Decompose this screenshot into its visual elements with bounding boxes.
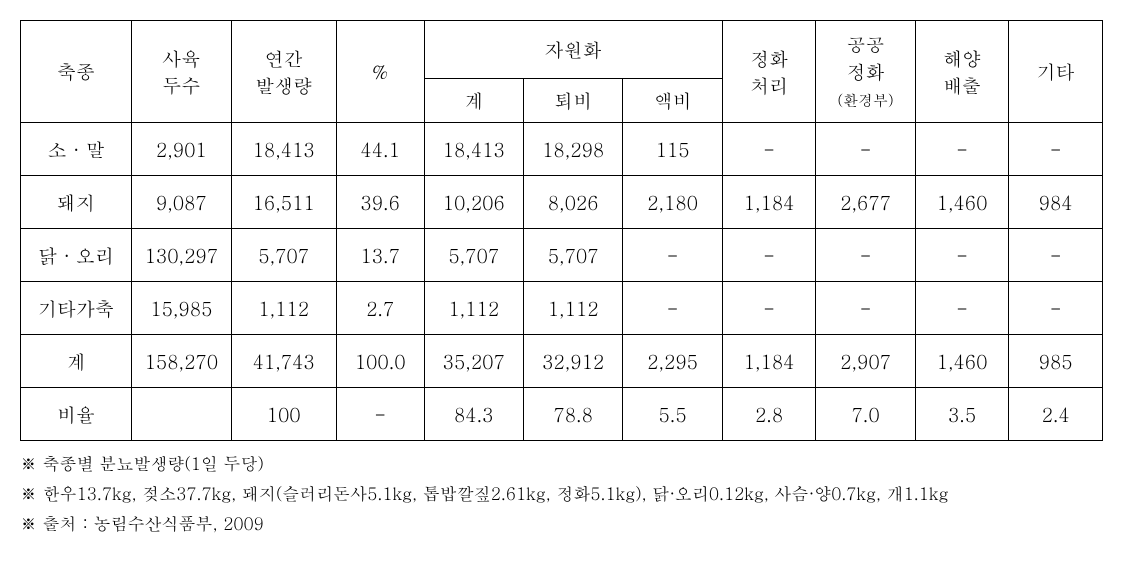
cell-public: -	[816, 282, 915, 335]
cell-r-total: 10,206	[424, 176, 523, 229]
cell-percent: 13.7	[336, 229, 424, 282]
cell-public: -	[816, 123, 915, 176]
cell-r-compost: 8,026	[523, 176, 622, 229]
cell-count: 9,087	[132, 176, 231, 229]
cell-species: 소 · 말	[21, 123, 132, 176]
cell-species: 닭 · 오리	[21, 229, 132, 282]
table-row: 계 158,270 41,743 100.0 35,207 32,912 2,2…	[21, 335, 1103, 388]
cell-r-liquid: 2,180	[623, 176, 722, 229]
cell-r-total: 35,207	[424, 335, 523, 388]
header-purify-text: 정화 처리	[750, 45, 788, 99]
cell-public: 2,677	[816, 176, 915, 229]
cell-r-liquid: 5.5	[623, 388, 722, 441]
table-header: 축종 사육 두수 연간 발생량 % 자원화 정화 처리 공공 정화 (환경부) …	[21, 21, 1103, 123]
cell-r-liquid: -	[623, 282, 722, 335]
header-etc: 기타	[1009, 21, 1103, 123]
table-row: 소 · 말 2,901 18,413 44.1 18,413 18,298 11…	[21, 123, 1103, 176]
cell-count	[132, 388, 231, 441]
cell-annual: 1,112	[231, 282, 336, 335]
header-purify: 정화 처리	[722, 21, 816, 123]
cell-ocean: 3.5	[915, 388, 1009, 441]
header-resource-group: 자원화	[424, 21, 722, 79]
table-row: 기타가축 15,985 1,112 2.7 1,112 1,112 - - - …	[21, 282, 1103, 335]
cell-r-liquid: -	[623, 229, 722, 282]
footnotes: ※ 축종별 분뇨발생량(1일 두당) ※ 한우13.7kg, 젖소37.7kg,…	[20, 451, 1103, 535]
cell-species: 계	[21, 335, 132, 388]
footnote-line-1: ※ 축종별 분뇨발생량(1일 두당)	[20, 451, 1103, 475]
header-count: 사육 두수	[132, 21, 231, 123]
cell-r-total: 84.3	[424, 388, 523, 441]
header-annual: 연간 발생량	[231, 21, 336, 123]
header-count-text: 사육 두수	[162, 45, 200, 99]
header-public: 공공 정화 (환경부)	[816, 21, 915, 123]
cell-public: 2,907	[816, 335, 915, 388]
cell-etc: 984	[1009, 176, 1103, 229]
table-row: 닭 · 오리 130,297 5,707 13.7 5,707 5,707 - …	[21, 229, 1103, 282]
header-public-note: (환경부)	[837, 90, 893, 111]
cell-species: 기타가축	[21, 282, 132, 335]
cell-annual: 16,511	[231, 176, 336, 229]
cell-percent: 39.6	[336, 176, 424, 229]
cell-r-compost: 1,112	[523, 282, 622, 335]
table-row: 비율 100 - 84.3 78.8 5.5 2.8 7.0 3.5 2.4	[21, 388, 1103, 441]
cell-ocean: 1,460	[915, 176, 1009, 229]
header-resource-liquid: 액비	[623, 79, 722, 123]
cell-count: 15,985	[132, 282, 231, 335]
cell-purify: -	[722, 282, 816, 335]
cell-etc: 2.4	[1009, 388, 1103, 441]
cell-purify: -	[722, 123, 816, 176]
cell-etc: 985	[1009, 335, 1103, 388]
cell-annual: 41,743	[231, 335, 336, 388]
cell-r-total: 1,112	[424, 282, 523, 335]
cell-percent: -	[336, 388, 424, 441]
header-ocean: 해양 배출	[915, 21, 1009, 123]
cell-purify: -	[722, 229, 816, 282]
cell-species: 비율	[21, 388, 132, 441]
cell-annual: 5,707	[231, 229, 336, 282]
header-ocean-text: 해양 배출	[943, 45, 981, 99]
cell-annual: 100	[231, 388, 336, 441]
livestock-table: 축종 사육 두수 연간 발생량 % 자원화 정화 처리 공공 정화 (환경부) …	[20, 20, 1103, 441]
cell-purify: 1,184	[722, 176, 816, 229]
cell-r-compost: 78.8	[523, 388, 622, 441]
cell-species: 돼지	[21, 176, 132, 229]
header-resource-compost: 퇴비	[523, 79, 622, 123]
cell-r-total: 18,413	[424, 123, 523, 176]
cell-r-compost: 18,298	[523, 123, 622, 176]
cell-r-compost: 32,912	[523, 335, 622, 388]
footnote-line-2: ※ 한우13.7kg, 젖소37.7kg, 돼지(슬러리돈사5.1kg, 톱밥깔…	[20, 481, 1103, 505]
cell-r-total: 5,707	[424, 229, 523, 282]
cell-etc: -	[1009, 123, 1103, 176]
cell-r-liquid: 2,295	[623, 335, 722, 388]
header-species: 축종	[21, 21, 132, 123]
cell-public: -	[816, 229, 915, 282]
cell-percent: 100.0	[336, 335, 424, 388]
header-annual-text: 연간 발생량	[255, 45, 312, 99]
cell-purify: 1,184	[722, 335, 816, 388]
cell-count: 158,270	[132, 335, 231, 388]
cell-etc: -	[1009, 282, 1103, 335]
cell-count: 2,901	[132, 123, 231, 176]
cell-percent: 2.7	[336, 282, 424, 335]
footnote-line-3: ※ 출처 : 농림수산식품부, 2009	[20, 511, 1103, 535]
header-percent: %	[336, 21, 424, 123]
cell-ocean: -	[915, 229, 1009, 282]
cell-etc: -	[1009, 229, 1103, 282]
cell-ocean: -	[915, 123, 1009, 176]
table-row: 돼지 9,087 16,511 39.6 10,206 8,026 2,180 …	[21, 176, 1103, 229]
header-public-text: 공공 정화	[847, 31, 885, 85]
cell-r-compost: 5,707	[523, 229, 622, 282]
cell-annual: 18,413	[231, 123, 336, 176]
header-resource-total: 계	[424, 79, 523, 123]
cell-ocean: -	[915, 282, 1009, 335]
cell-purify: 2.8	[722, 388, 816, 441]
cell-r-liquid: 115	[623, 123, 722, 176]
cell-ocean: 1,460	[915, 335, 1009, 388]
table-body: 소 · 말 2,901 18,413 44.1 18,413 18,298 11…	[21, 123, 1103, 441]
livestock-table-container: 축종 사육 두수 연간 발생량 % 자원화 정화 처리 공공 정화 (환경부) …	[20, 20, 1103, 535]
cell-count: 130,297	[132, 229, 231, 282]
cell-percent: 44.1	[336, 123, 424, 176]
cell-public: 7.0	[816, 388, 915, 441]
